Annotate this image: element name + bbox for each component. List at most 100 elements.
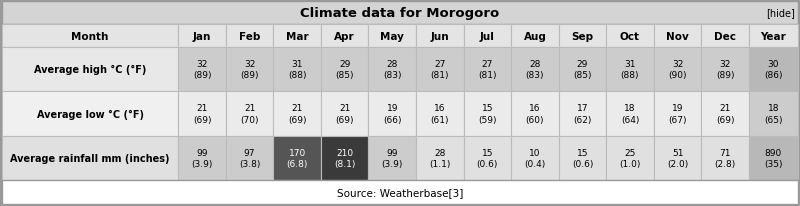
Text: May: May bbox=[380, 32, 404, 41]
Text: 32
(89): 32 (89) bbox=[193, 60, 211, 80]
Text: Nov: Nov bbox=[666, 32, 689, 41]
Text: Apr: Apr bbox=[334, 32, 355, 41]
Bar bbox=[416, 92, 463, 136]
Text: 25
(1.0): 25 (1.0) bbox=[619, 148, 641, 168]
Text: 31
(88): 31 (88) bbox=[621, 60, 639, 80]
Text: 32
(90): 32 (90) bbox=[668, 60, 686, 80]
Text: Average low °C (°F): Average low °C (°F) bbox=[37, 109, 144, 119]
Bar bbox=[321, 92, 369, 136]
Text: Jan: Jan bbox=[193, 32, 211, 41]
Text: Source: Weatherbase[3]: Source: Weatherbase[3] bbox=[337, 187, 463, 197]
Bar bbox=[321, 25, 369, 48]
Bar bbox=[511, 48, 558, 92]
Text: [hide]: [hide] bbox=[766, 8, 795, 19]
Text: 99
(3.9): 99 (3.9) bbox=[382, 148, 403, 168]
Bar bbox=[654, 25, 702, 48]
Text: 30
(86): 30 (86) bbox=[764, 60, 782, 80]
Bar bbox=[369, 136, 416, 180]
Bar bbox=[2, 2, 798, 25]
Text: 99
(3.9): 99 (3.9) bbox=[191, 148, 213, 168]
Text: Aug: Aug bbox=[523, 32, 546, 41]
Bar bbox=[226, 25, 274, 48]
Text: Climate data for Morogoro: Climate data for Morogoro bbox=[300, 7, 500, 20]
Bar bbox=[463, 25, 511, 48]
Bar bbox=[416, 136, 463, 180]
Bar bbox=[178, 92, 226, 136]
Text: 21
(69): 21 (69) bbox=[716, 104, 734, 124]
Bar bbox=[321, 136, 369, 180]
Text: 32
(89): 32 (89) bbox=[716, 60, 734, 80]
Text: 19
(67): 19 (67) bbox=[668, 104, 686, 124]
Bar bbox=[749, 48, 798, 92]
Bar bbox=[463, 48, 511, 92]
Bar bbox=[749, 92, 798, 136]
Text: Sep: Sep bbox=[571, 32, 594, 41]
Text: 17
(62): 17 (62) bbox=[574, 104, 592, 124]
Bar bbox=[606, 92, 654, 136]
Bar bbox=[606, 48, 654, 92]
Text: Year: Year bbox=[761, 32, 786, 41]
Bar bbox=[558, 92, 606, 136]
Bar bbox=[749, 25, 798, 48]
Bar bbox=[702, 92, 749, 136]
Bar bbox=[369, 92, 416, 136]
Text: 97
(3.8): 97 (3.8) bbox=[239, 148, 260, 168]
Bar bbox=[511, 25, 558, 48]
Text: 18
(65): 18 (65) bbox=[764, 104, 782, 124]
Text: Month: Month bbox=[71, 32, 109, 41]
Bar bbox=[274, 92, 321, 136]
Bar bbox=[463, 136, 511, 180]
Text: 10
(0.4): 10 (0.4) bbox=[524, 148, 546, 168]
Bar bbox=[226, 92, 274, 136]
Bar bbox=[416, 25, 463, 48]
Bar bbox=[2, 48, 178, 92]
Bar bbox=[178, 25, 226, 48]
Bar bbox=[274, 136, 321, 180]
Bar bbox=[369, 25, 416, 48]
Text: 27
(81): 27 (81) bbox=[478, 60, 497, 80]
Bar bbox=[749, 136, 798, 180]
Bar bbox=[274, 25, 321, 48]
Bar bbox=[702, 25, 749, 48]
Bar bbox=[654, 92, 702, 136]
Bar bbox=[558, 48, 606, 92]
Text: 18
(64): 18 (64) bbox=[621, 104, 639, 124]
Bar bbox=[178, 48, 226, 92]
Bar bbox=[226, 48, 274, 92]
Bar bbox=[178, 136, 226, 180]
Text: Average high °C (°F): Average high °C (°F) bbox=[34, 65, 146, 75]
Text: Feb: Feb bbox=[239, 32, 260, 41]
Text: 21
(70): 21 (70) bbox=[240, 104, 259, 124]
Bar bbox=[463, 92, 511, 136]
Bar bbox=[2, 92, 178, 136]
Text: 210
(8.1): 210 (8.1) bbox=[334, 148, 355, 168]
Text: 27
(81): 27 (81) bbox=[430, 60, 449, 80]
Bar bbox=[511, 136, 558, 180]
Text: Jul: Jul bbox=[480, 32, 494, 41]
Text: 170
(6.8): 170 (6.8) bbox=[286, 148, 308, 168]
Text: 15
(0.6): 15 (0.6) bbox=[572, 148, 593, 168]
Text: 21
(69): 21 (69) bbox=[193, 104, 211, 124]
Text: Dec: Dec bbox=[714, 32, 736, 41]
Bar bbox=[511, 92, 558, 136]
Text: 51
(2.0): 51 (2.0) bbox=[667, 148, 688, 168]
Text: 21
(69): 21 (69) bbox=[335, 104, 354, 124]
Text: 29
(85): 29 (85) bbox=[573, 60, 592, 80]
Text: 29
(85): 29 (85) bbox=[335, 60, 354, 80]
Bar bbox=[2, 180, 798, 204]
Text: Jun: Jun bbox=[430, 32, 449, 41]
Bar bbox=[702, 136, 749, 180]
Bar bbox=[274, 48, 321, 92]
Text: 15
(0.6): 15 (0.6) bbox=[477, 148, 498, 168]
Bar bbox=[702, 48, 749, 92]
Text: 28
(83): 28 (83) bbox=[383, 60, 402, 80]
Bar bbox=[654, 136, 702, 180]
Bar bbox=[226, 136, 274, 180]
Text: Mar: Mar bbox=[286, 32, 309, 41]
Bar bbox=[654, 48, 702, 92]
Bar bbox=[2, 136, 178, 180]
Bar bbox=[321, 48, 369, 92]
Bar bbox=[2, 25, 178, 48]
Text: Average rainfall mm (inches): Average rainfall mm (inches) bbox=[10, 153, 170, 163]
Text: 16
(61): 16 (61) bbox=[430, 104, 449, 124]
